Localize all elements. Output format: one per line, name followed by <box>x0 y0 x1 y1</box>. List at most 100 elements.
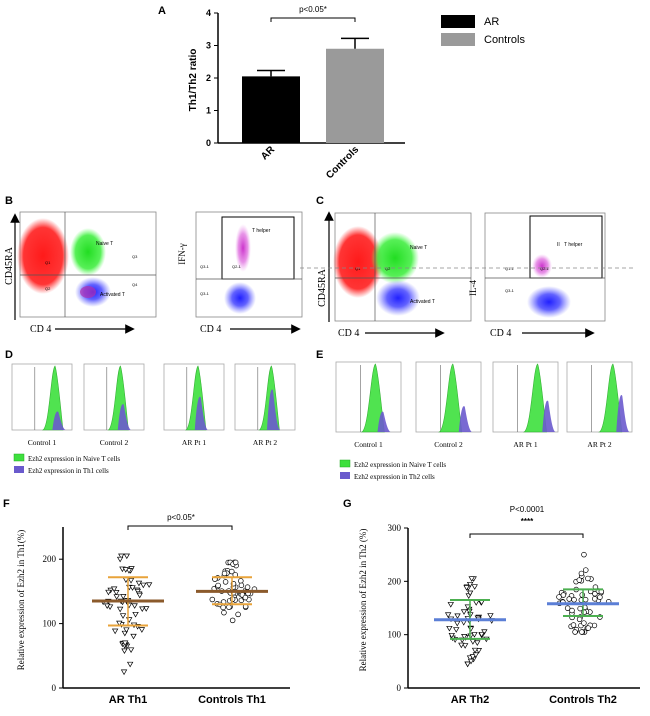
d-legend-swatch-naive <box>13 453 25 462</box>
f-point <box>139 606 146 613</box>
g-point <box>469 654 477 660</box>
g-point <box>585 625 592 631</box>
f-point <box>118 553 125 560</box>
f-point <box>110 586 118 593</box>
f-point <box>122 567 129 573</box>
d-legend-swatch-th1 <box>14 466 24 473</box>
b1-gate-activated: Activated T <box>100 292 125 298</box>
e-histograms: Control 1 Control 2 AR Pt 1 AR Pt 2 <box>335 361 633 449</box>
f-y-ticks: 0 100 200 <box>43 554 63 693</box>
g-point <box>460 609 468 615</box>
d-histogram-1: Control 2 <box>83 363 145 447</box>
g-ytick-label: 300 <box>388 523 402 533</box>
f-point <box>209 596 216 603</box>
e-legend-th2: Ezh2 expression in Th2 cells <box>354 473 435 481</box>
c1-gate-naive: Naive T <box>410 245 427 251</box>
g-point <box>471 632 478 638</box>
e-histogram-2: AR Pt 1 <box>492 361 559 449</box>
c2-ylabel: IL-4 <box>468 280 478 296</box>
c1-gate-q1: Q1 <box>355 266 361 271</box>
g-point <box>466 581 474 588</box>
g-point <box>578 570 585 577</box>
a-bars <box>242 37 384 143</box>
g-category-1: Controls Th2 <box>549 694 617 706</box>
a-ytick-label: 3 <box>206 41 211 51</box>
g-point <box>463 585 470 591</box>
e-legend-swatch-naive <box>339 459 351 468</box>
f-point <box>244 584 251 590</box>
f-point <box>123 553 131 560</box>
f-point <box>220 604 226 611</box>
g-ytick-label: 200 <box>388 576 402 586</box>
g-point <box>471 584 478 590</box>
panel-d: D Control 1 Control 2 AR Pt 1 AR Pt 2 Ezh2 … <box>5 349 296 475</box>
g-point <box>579 629 585 635</box>
f-point <box>238 582 245 589</box>
c2-gate-q3: Q3-1 <box>505 288 515 293</box>
f-point <box>129 585 136 591</box>
g-point <box>566 596 572 602</box>
panel-c: C Naive T Activated T Q1 Q2 CD45RA CD 4 … <box>300 195 635 339</box>
g-point <box>464 604 472 611</box>
g-point <box>472 600 480 606</box>
g-point <box>478 631 485 638</box>
g-point <box>474 640 481 646</box>
e-histogram-1: Control 2 <box>415 361 482 449</box>
g-point <box>454 620 461 627</box>
a-ytick-label: 0 <box>206 138 211 148</box>
g-point <box>461 634 468 640</box>
f-point <box>116 606 124 613</box>
e-purple-peak-0 <box>377 411 391 432</box>
f-point <box>119 613 127 619</box>
g-point <box>569 607 575 614</box>
panel-label-g: G <box>343 498 352 510</box>
a-ytick-label: 4 <box>206 8 211 18</box>
e-histogram-3: AR Pt 2 <box>566 361 633 449</box>
d-purple-peak-1 <box>117 404 131 430</box>
b1-gate-q4: Q4 <box>132 282 138 287</box>
c-dotplot-cd45ra: Naive T Activated T Q1 Q2 CD45RA CD 4 <box>317 211 472 339</box>
g-point <box>556 594 562 600</box>
d-histogram-0: Control 1 <box>11 363 73 447</box>
g-significance-bracket <box>469 533 584 538</box>
f-point <box>215 582 221 589</box>
g-point <box>577 605 583 612</box>
f-stat-lines <box>92 576 268 627</box>
c2-gate-thelper: T helper <box>564 242 583 248</box>
f-point <box>136 592 143 599</box>
g-point <box>448 632 455 639</box>
g-point <box>583 567 589 573</box>
b2-xlabel: CD 4 <box>200 324 221 335</box>
e-legend-swatch-th2 <box>340 472 350 479</box>
b-dotplot-ifn: T helper Q3-1 Q2-1 Q3-1 IFN-γ CD 4 <box>177 211 303 335</box>
f-category-0: AR Th1 <box>109 694 148 706</box>
f-point <box>232 559 239 566</box>
f-point <box>235 611 241 618</box>
g-point <box>570 622 577 628</box>
panel-g: G Relative expression of Ezh2 in Th2 (%)… <box>343 498 640 706</box>
e-hist-label-3: AR Pt 2 <box>587 440 611 449</box>
f-point <box>127 578 135 584</box>
f-point <box>113 594 120 600</box>
g-point <box>585 575 591 582</box>
panel-label-e: E <box>316 349 323 361</box>
f-point <box>222 579 229 585</box>
e-purple-peak-1 <box>458 406 472 432</box>
a-legend-ar: AR <box>484 16 499 28</box>
b1-gate-q2: Q2 <box>45 286 51 291</box>
g-point <box>468 576 475 582</box>
f-point <box>126 661 134 668</box>
a-ytick-label: 1 <box>206 106 211 116</box>
g-point <box>453 627 460 633</box>
a-category-labels: AR Controls <box>259 144 361 181</box>
a-ylabel: Th1/Th2 ratio <box>188 49 199 112</box>
f-point <box>132 611 139 618</box>
f-significance-bracket <box>127 525 233 530</box>
f-point <box>140 582 147 589</box>
g-point <box>592 596 598 602</box>
f-point <box>113 590 120 596</box>
f-point <box>135 580 143 587</box>
g-point <box>444 612 452 618</box>
g-point <box>461 643 469 649</box>
